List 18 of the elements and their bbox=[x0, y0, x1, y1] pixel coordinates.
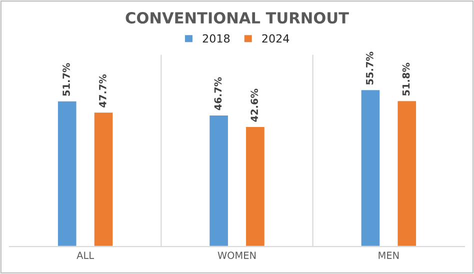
x-tick-label: ALL bbox=[76, 252, 94, 259]
data-label: 51.8% bbox=[402, 62, 410, 96]
bar bbox=[360, 88, 382, 247]
data-label: 42.6% bbox=[250, 88, 258, 122]
bar bbox=[244, 126, 266, 247]
bar bbox=[56, 100, 78, 247]
bar bbox=[92, 111, 114, 247]
bar bbox=[208, 114, 230, 247]
data-label: 47.7% bbox=[98, 74, 106, 108]
x-tick-label: WOMEN bbox=[218, 252, 256, 259]
bar bbox=[396, 100, 418, 247]
x-tick-label: MEN bbox=[378, 252, 399, 259]
legend-label: 2024 bbox=[262, 34, 290, 43]
chart-title: CONVENTIONAL TURNOUT bbox=[126, 12, 349, 24]
legend-label: 2018 bbox=[202, 34, 230, 43]
data-label: 55.7% bbox=[366, 52, 374, 84]
data-label: 46.7% bbox=[214, 77, 222, 110]
data-label: 51.7% bbox=[62, 63, 70, 96]
